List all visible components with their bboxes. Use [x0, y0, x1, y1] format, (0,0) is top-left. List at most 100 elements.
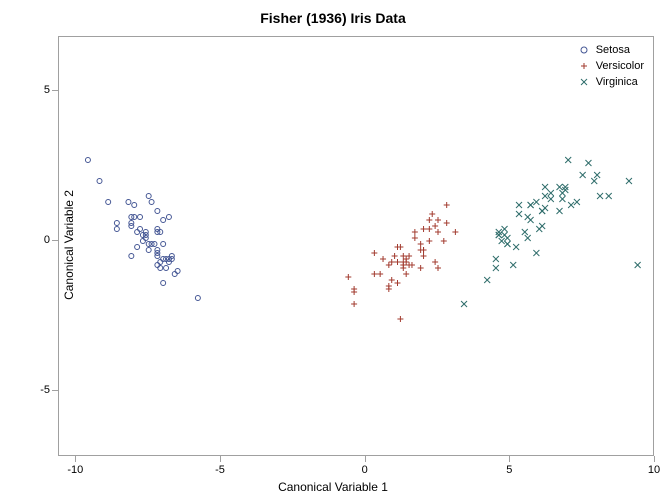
data-point — [606, 193, 612, 199]
data-point — [426, 226, 432, 232]
data-point — [493, 265, 499, 271]
data-point — [581, 63, 587, 69]
data-point — [172, 272, 177, 277]
data-point — [429, 211, 435, 217]
data-point — [351, 289, 357, 295]
x-tick-label: 0 — [362, 464, 368, 476]
data-point — [499, 238, 505, 244]
data-point — [568, 202, 574, 208]
data-point — [106, 200, 111, 205]
legend-label: Versicolor — [596, 60, 644, 72]
data-point — [395, 259, 401, 265]
data-point — [574, 199, 580, 205]
data-point — [418, 241, 424, 247]
x-axis-label: Canonical Variable 1 — [0, 480, 666, 494]
data-point — [525, 214, 531, 220]
data-point — [421, 253, 427, 259]
data-point — [158, 260, 163, 265]
y-tick — [52, 240, 58, 241]
legend-marker-icon — [578, 76, 590, 88]
data-point — [345, 274, 351, 280]
x-tick — [75, 456, 76, 462]
data-point — [548, 196, 554, 202]
data-point — [161, 242, 166, 247]
y-tick — [52, 90, 58, 91]
data-point — [114, 227, 119, 232]
data-point — [114, 221, 119, 226]
data-point — [403, 271, 409, 277]
data-point — [635, 262, 641, 268]
data-point — [164, 266, 169, 271]
data-point — [597, 193, 603, 199]
data-point — [395, 280, 401, 286]
data-point — [426, 238, 432, 244]
data-point — [435, 229, 441, 235]
data-point — [195, 296, 200, 301]
legend-item: Versicolor — [578, 58, 644, 74]
data-point — [562, 187, 568, 193]
data-point — [397, 316, 403, 322]
data-point — [435, 265, 441, 271]
data-point — [140, 239, 145, 244]
data-point — [522, 229, 528, 235]
data-point — [389, 277, 395, 283]
data-point — [626, 178, 632, 184]
data-point — [380, 256, 386, 262]
data-point — [591, 178, 597, 184]
data-point — [585, 160, 591, 166]
x-tick-label: 10 — [648, 464, 660, 476]
data-point — [132, 203, 137, 208]
data-point — [557, 208, 563, 214]
data-point — [158, 266, 163, 271]
legend-label: Virginica — [596, 76, 638, 88]
data-point — [85, 158, 90, 163]
legend-marker-icon — [578, 60, 590, 72]
data-point — [435, 217, 441, 223]
x-tick — [654, 456, 655, 462]
data-point — [493, 256, 499, 262]
data-point — [542, 193, 548, 199]
data-point — [539, 223, 545, 229]
x-tick — [365, 456, 366, 462]
legend-marker-icon — [578, 44, 590, 56]
scatter-chart: Fisher (1936) Iris Data Canonical Variab… — [0, 0, 666, 500]
data-point — [138, 215, 143, 220]
data-point — [504, 241, 510, 247]
data-point — [528, 202, 534, 208]
data-point — [504, 235, 510, 241]
data-point — [421, 226, 427, 232]
data-point — [542, 184, 548, 190]
data-point — [386, 262, 392, 268]
data-point — [562, 184, 568, 190]
data-point — [155, 263, 160, 268]
data-point — [452, 229, 458, 235]
data-point — [135, 230, 140, 235]
data-point — [441, 238, 447, 244]
data-point — [432, 223, 438, 229]
legend-item: Setosa — [578, 42, 644, 58]
x-tick — [220, 456, 221, 462]
data-point — [126, 200, 131, 205]
data-point — [389, 259, 395, 265]
chart-title: Fisher (1936) Iris Data — [0, 10, 666, 26]
x-tick-label: -5 — [215, 464, 225, 476]
data-point — [175, 269, 180, 274]
plot-area — [58, 36, 654, 456]
x-tick — [509, 456, 510, 462]
data-point — [97, 179, 102, 184]
data-point — [496, 232, 502, 238]
data-point — [400, 253, 406, 259]
data-point — [400, 265, 406, 271]
data-point — [444, 220, 450, 226]
y-tick — [52, 390, 58, 391]
data-point — [533, 199, 539, 205]
data-point — [392, 253, 398, 259]
data-point — [461, 301, 467, 307]
data-point — [146, 194, 151, 199]
data-point — [406, 253, 412, 259]
data-point — [412, 229, 418, 235]
data-point — [412, 235, 418, 241]
data-point — [557, 184, 563, 190]
legend: Setosa Versicolor Virginica — [578, 42, 644, 90]
data-point — [371, 271, 377, 277]
